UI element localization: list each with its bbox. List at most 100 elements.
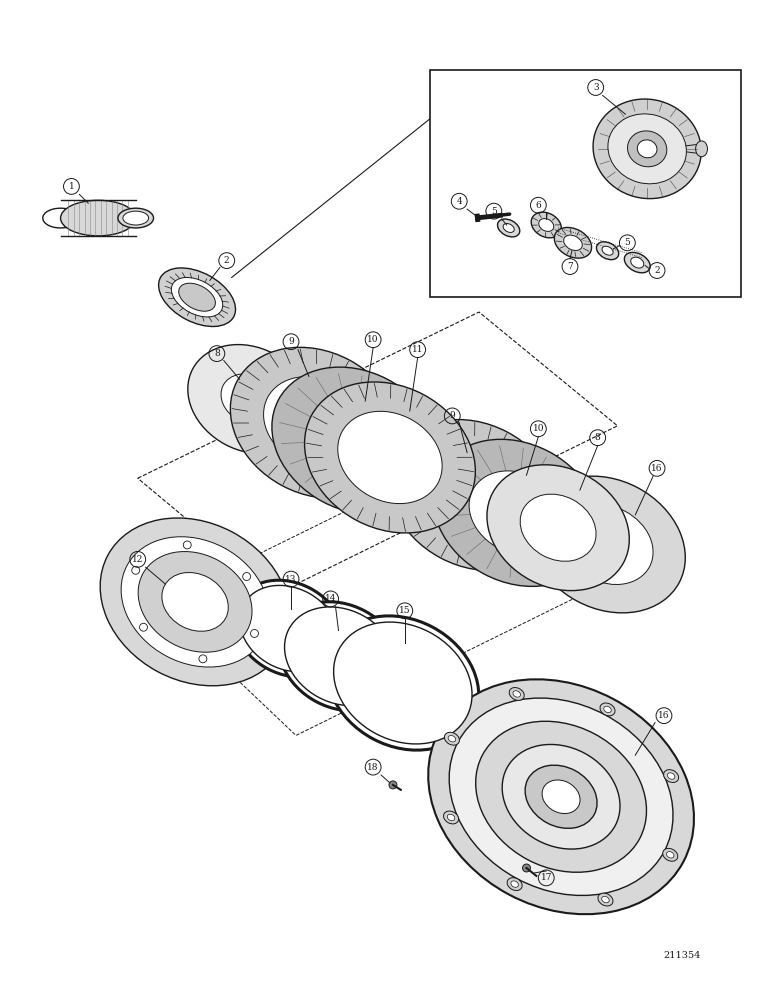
- Ellipse shape: [662, 848, 678, 861]
- Ellipse shape: [513, 691, 520, 697]
- Ellipse shape: [562, 505, 653, 584]
- Circle shape: [199, 655, 207, 663]
- Ellipse shape: [433, 439, 600, 586]
- Ellipse shape: [487, 465, 629, 591]
- Ellipse shape: [476, 721, 646, 872]
- Ellipse shape: [696, 141, 707, 157]
- Ellipse shape: [263, 377, 368, 469]
- Ellipse shape: [502, 744, 620, 849]
- Ellipse shape: [530, 476, 686, 613]
- Ellipse shape: [444, 811, 459, 824]
- Ellipse shape: [388, 420, 560, 571]
- Text: 211354: 211354: [663, 951, 700, 960]
- Ellipse shape: [631, 257, 644, 268]
- Text: 1: 1: [69, 182, 74, 191]
- Ellipse shape: [510, 688, 524, 700]
- Ellipse shape: [604, 706, 611, 713]
- Ellipse shape: [445, 732, 459, 745]
- Ellipse shape: [593, 99, 701, 199]
- Ellipse shape: [503, 223, 514, 232]
- Ellipse shape: [179, 283, 215, 311]
- Ellipse shape: [449, 735, 455, 742]
- Ellipse shape: [600, 703, 615, 716]
- Circle shape: [140, 623, 147, 631]
- Ellipse shape: [539, 219, 554, 231]
- Text: 5: 5: [625, 238, 630, 247]
- Ellipse shape: [497, 219, 520, 237]
- Ellipse shape: [625, 252, 650, 273]
- Text: 17: 17: [540, 873, 552, 882]
- Text: 7: 7: [567, 262, 573, 271]
- Ellipse shape: [327, 616, 479, 750]
- Text: 4: 4: [456, 197, 462, 206]
- Ellipse shape: [449, 698, 673, 895]
- Ellipse shape: [234, 580, 344, 677]
- Circle shape: [389, 781, 397, 789]
- Ellipse shape: [138, 552, 252, 652]
- Ellipse shape: [121, 537, 269, 667]
- Text: 13: 13: [286, 575, 296, 584]
- Ellipse shape: [221, 374, 278, 424]
- Circle shape: [242, 573, 251, 580]
- Ellipse shape: [308, 399, 403, 483]
- Ellipse shape: [469, 471, 564, 555]
- Text: 2: 2: [224, 256, 229, 265]
- Ellipse shape: [608, 114, 686, 184]
- Ellipse shape: [118, 208, 154, 228]
- Ellipse shape: [511, 881, 519, 887]
- Ellipse shape: [304, 382, 476, 533]
- Ellipse shape: [279, 602, 402, 711]
- Ellipse shape: [272, 367, 438, 514]
- Ellipse shape: [666, 852, 674, 858]
- Ellipse shape: [338, 411, 442, 504]
- Ellipse shape: [171, 277, 223, 317]
- Ellipse shape: [447, 814, 455, 821]
- Ellipse shape: [564, 235, 582, 250]
- Ellipse shape: [42, 208, 78, 228]
- Ellipse shape: [525, 765, 597, 828]
- Ellipse shape: [285, 607, 397, 706]
- Ellipse shape: [520, 494, 596, 561]
- Ellipse shape: [601, 896, 609, 903]
- Ellipse shape: [158, 268, 235, 326]
- Text: 2: 2: [654, 266, 660, 275]
- Ellipse shape: [602, 246, 613, 255]
- Ellipse shape: [188, 345, 311, 454]
- Ellipse shape: [334, 622, 472, 744]
- Text: 18: 18: [367, 763, 379, 772]
- Circle shape: [183, 541, 191, 549]
- Ellipse shape: [123, 211, 148, 225]
- Text: 16: 16: [659, 711, 670, 720]
- Text: 12: 12: [132, 555, 144, 564]
- Text: 10: 10: [533, 424, 544, 433]
- Text: 15: 15: [399, 606, 411, 615]
- Ellipse shape: [542, 780, 580, 814]
- Ellipse shape: [422, 449, 527, 541]
- Ellipse shape: [628, 131, 667, 167]
- Text: 10: 10: [367, 335, 379, 344]
- Ellipse shape: [60, 200, 136, 236]
- Text: 14: 14: [325, 594, 337, 603]
- Ellipse shape: [667, 773, 675, 779]
- Ellipse shape: [598, 893, 613, 906]
- Circle shape: [251, 630, 259, 637]
- Ellipse shape: [230, 347, 401, 498]
- Text: 11: 11: [412, 345, 423, 354]
- Text: 6: 6: [536, 201, 541, 210]
- Ellipse shape: [638, 140, 657, 158]
- Circle shape: [523, 864, 530, 872]
- Text: 9: 9: [288, 337, 294, 346]
- Circle shape: [132, 566, 140, 574]
- Text: 5: 5: [491, 207, 496, 216]
- Text: 8: 8: [214, 349, 220, 358]
- Bar: [429, 70, 741, 297]
- Ellipse shape: [554, 227, 591, 258]
- Ellipse shape: [428, 679, 694, 914]
- Text: 8: 8: [594, 433, 601, 442]
- Ellipse shape: [162, 573, 229, 631]
- Text: 16: 16: [652, 464, 663, 473]
- Ellipse shape: [100, 518, 290, 686]
- Ellipse shape: [240, 585, 338, 672]
- Ellipse shape: [664, 770, 679, 782]
- Text: 9: 9: [449, 411, 455, 420]
